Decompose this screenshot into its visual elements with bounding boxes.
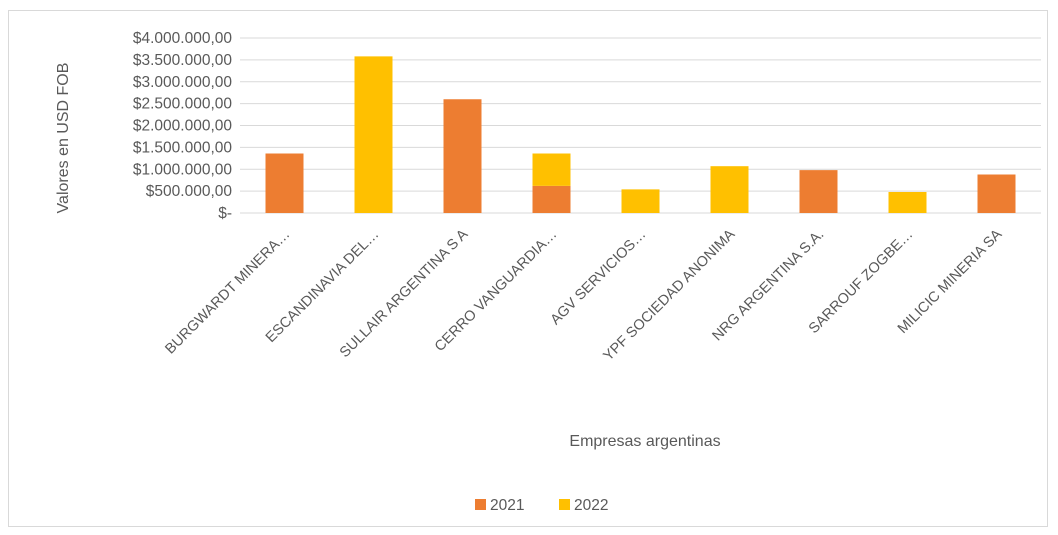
legend-label-2022: 2022 [574,497,608,514]
bar-2022 [532,153,571,186]
bar-2021 [443,99,482,213]
bar-2021 [799,170,838,213]
y-tick-label: $500.000,00 [146,183,233,200]
bar-2021 [265,153,304,213]
bar-2021 [532,185,571,213]
y-tick-label: $1.500.000,00 [133,139,233,156]
bar-2021 [977,174,1016,213]
y-tick-label: $3.500.000,00 [133,52,233,69]
x-axis-categories: BURGWARDT MINERA…ESCANDINAVIA DEL…SULLAI… [162,226,1005,364]
legend-swatch-2021 [475,499,486,510]
x-category-label: MILICIC MINERIA SA [895,226,1006,337]
bar-2022 [888,192,927,213]
y-tick-label: $- [218,205,232,222]
bar-2022 [710,166,749,213]
bar-2022 [354,56,393,213]
legend: 2021 2022 [475,497,608,514]
y-tick-label: $4.000.000,00 [133,30,233,47]
y-tick-label: $1.000.000,00 [133,161,233,178]
y-axis-title: Valores en USD FOB [55,63,72,214]
x-category-label: AGV SERVICIOS… [548,227,650,329]
legend-swatch-2022 [559,499,570,510]
y-tick-label: $3.000.000,00 [133,74,233,91]
bar-chart: $- $500.000,00 $1.000.000,00 $1.500.000,00 $… [55,30,1041,514]
x-axis-title: Empresas argentinas [569,433,720,450]
y-tick-label: $2.500.000,00 [133,96,233,113]
bars [265,56,1016,213]
bar-2022 [621,189,660,213]
y-tick-label: $2.000.000,00 [133,118,233,135]
legend-label-2021: 2021 [490,497,524,514]
chart-area: $- $500.000,00 $1.000.000,00 $1.500.000,00 $… [8,10,1048,527]
y-axis-ticks: $- $500.000,00 $1.000.000,00 $1.500.000,00 $… [133,30,233,222]
